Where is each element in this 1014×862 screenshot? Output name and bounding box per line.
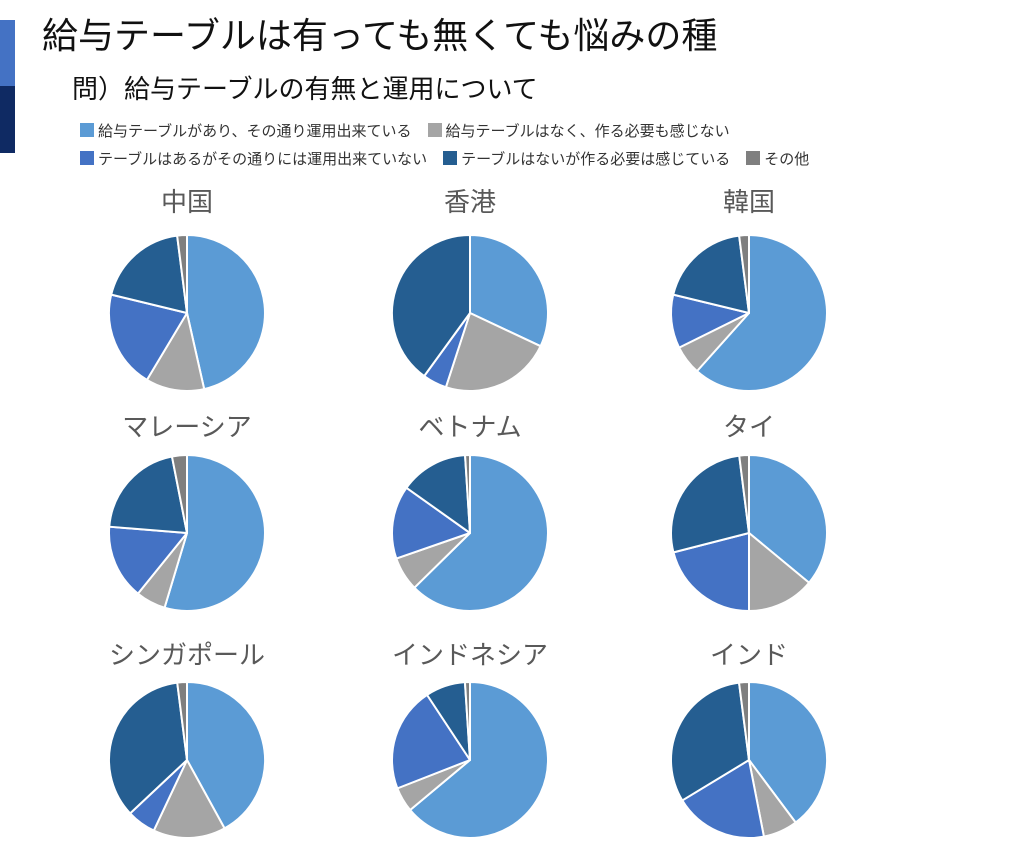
pie-chart-2: 香港 [392, 188, 548, 391]
pie-title: ベトナム [418, 413, 521, 443]
pie-chart-6: タイ [671, 413, 827, 611]
pie-title: マレーシア [122, 413, 251, 443]
pie-title: 韓国 [723, 188, 775, 218]
pie-title: 中国 [161, 188, 213, 218]
pie-chart-9: インド [671, 641, 827, 838]
pie-chart-5: ベトナム [392, 413, 548, 611]
pie-title: インドネシア [392, 641, 548, 671]
pie-chart-1: 中国 [109, 188, 265, 391]
pie-chart-4: マレーシア [109, 413, 265, 611]
pie-title: タイ [723, 413, 775, 443]
pie-title: シンガポール [109, 641, 265, 671]
pie-title: 香港 [444, 188, 496, 218]
pie-chart-8: インドネシア [392, 641, 548, 838]
pie-chart-7: シンガポール [109, 641, 265, 838]
pie-chart-3: 韓国 [671, 188, 827, 391]
pie-title: インド [710, 641, 788, 671]
